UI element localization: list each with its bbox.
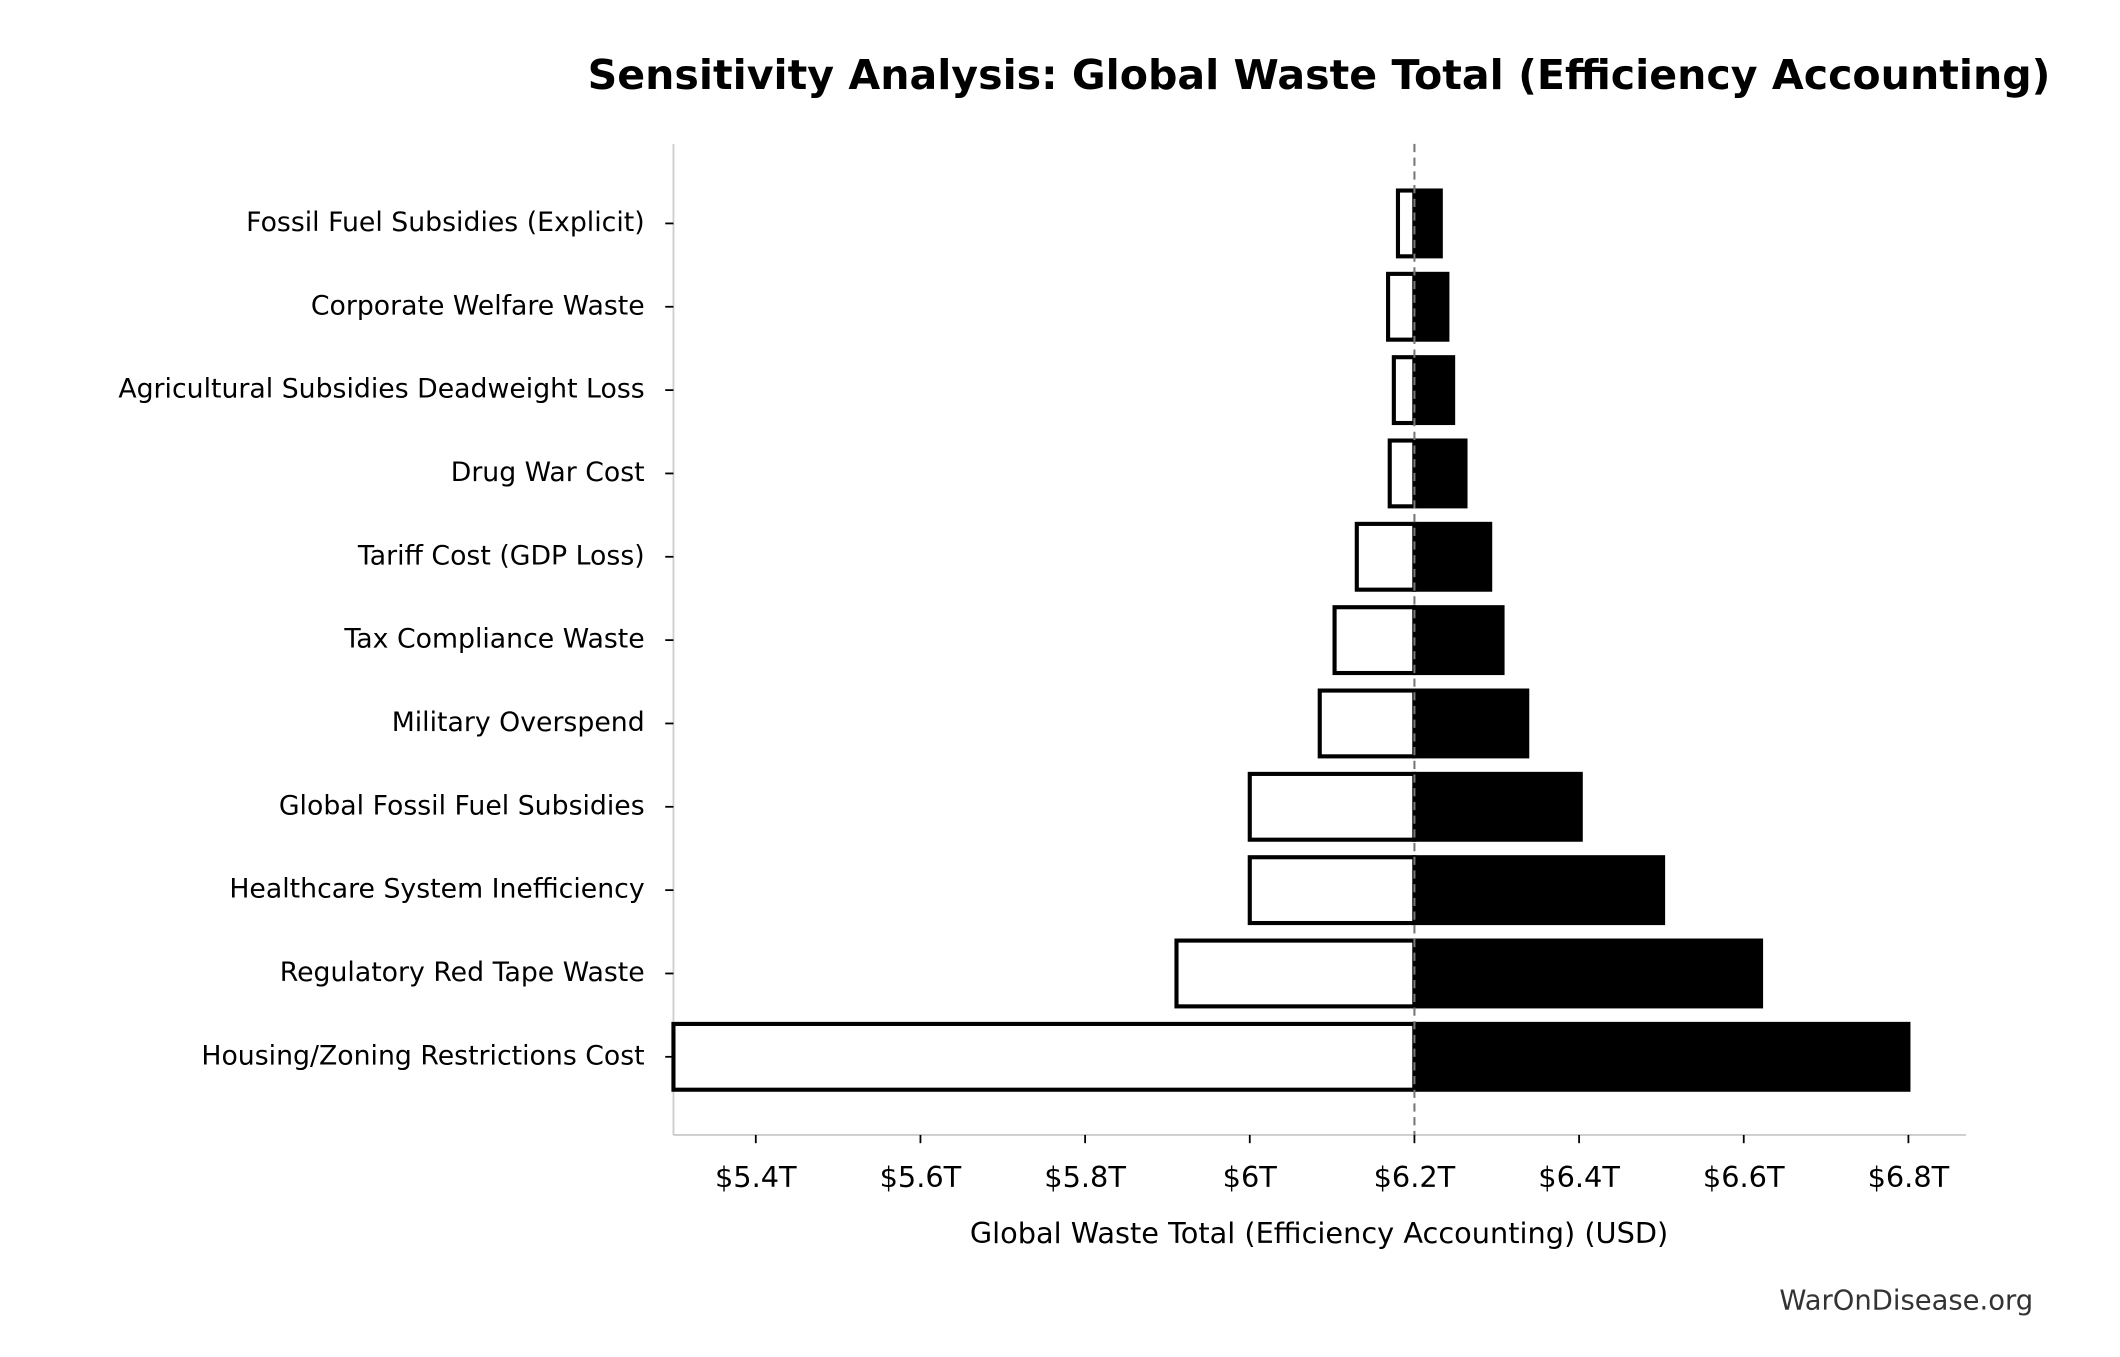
- y-tick-label: Global Fossil Fuel Subsidies: [279, 790, 645, 821]
- x-tick-label: $6.6T: [1703, 1160, 1785, 1194]
- bar: [1412, 355, 1456, 426]
- bar: [1317, 688, 1417, 759]
- bar: [1386, 271, 1417, 342]
- y-tick-label: Agricultural Subsidies Deadweight Loss: [118, 374, 644, 405]
- y-tick-label: Fossil Fuel Subsidies (Explicit): [246, 207, 645, 238]
- y-tick-label: Corporate Welfare Waste: [311, 290, 645, 321]
- bar: [1391, 355, 1417, 426]
- chart-title: Sensitivity Analysis: Global Waste Total…: [588, 51, 2051, 99]
- x-tick-label: $6.2T: [1374, 1160, 1456, 1194]
- y-tick-label: Military Overspend: [392, 707, 645, 738]
- bar: [1412, 1021, 1911, 1092]
- y-tick-label: Tariff Cost (GDP Loss): [357, 540, 645, 571]
- bar: [1412, 271, 1450, 342]
- bar: [1332, 605, 1417, 676]
- source: WarOnDisease.org: [1779, 1286, 2033, 1317]
- x-tick-label: $5.4T: [715, 1160, 797, 1194]
- bar: [1412, 188, 1443, 259]
- bar: [671, 1021, 1417, 1092]
- x-tick-label: $6T: [1223, 1160, 1278, 1194]
- x-tick-label: $6.8T: [1868, 1160, 1950, 1194]
- bar: [1412, 438, 1468, 509]
- x-tick-label: $6.4T: [1538, 1160, 1620, 1194]
- x-axis-label: Global Waste Total (Efficiency Accountin…: [970, 1216, 1668, 1250]
- bar: [1412, 771, 1583, 842]
- y-tick-label: Housing/Zoning Restrictions Cost: [201, 1040, 644, 1071]
- bar: [1412, 521, 1493, 592]
- bar: [1395, 188, 1417, 259]
- x-tick-label: $5.8T: [1044, 1160, 1126, 1194]
- y-tick-label: Healthcare System Inefficiency: [229, 874, 645, 905]
- bar: [1247, 771, 1417, 842]
- y-tick-label: Regulatory Red Tape Waste: [280, 957, 645, 988]
- bar: [1247, 855, 1417, 926]
- y-tick-label: Drug War Cost: [451, 457, 645, 488]
- y-tick-label: Tax Compliance Waste: [343, 624, 644, 655]
- bar: [1174, 938, 1417, 1009]
- bar: [1387, 438, 1417, 509]
- x-tick-label: $5.6T: [880, 1160, 962, 1194]
- bar: [1412, 605, 1505, 676]
- bar: [1412, 938, 1764, 1009]
- bar: [1412, 688, 1530, 759]
- bar: [1412, 855, 1666, 926]
- bar: [1354, 521, 1417, 592]
